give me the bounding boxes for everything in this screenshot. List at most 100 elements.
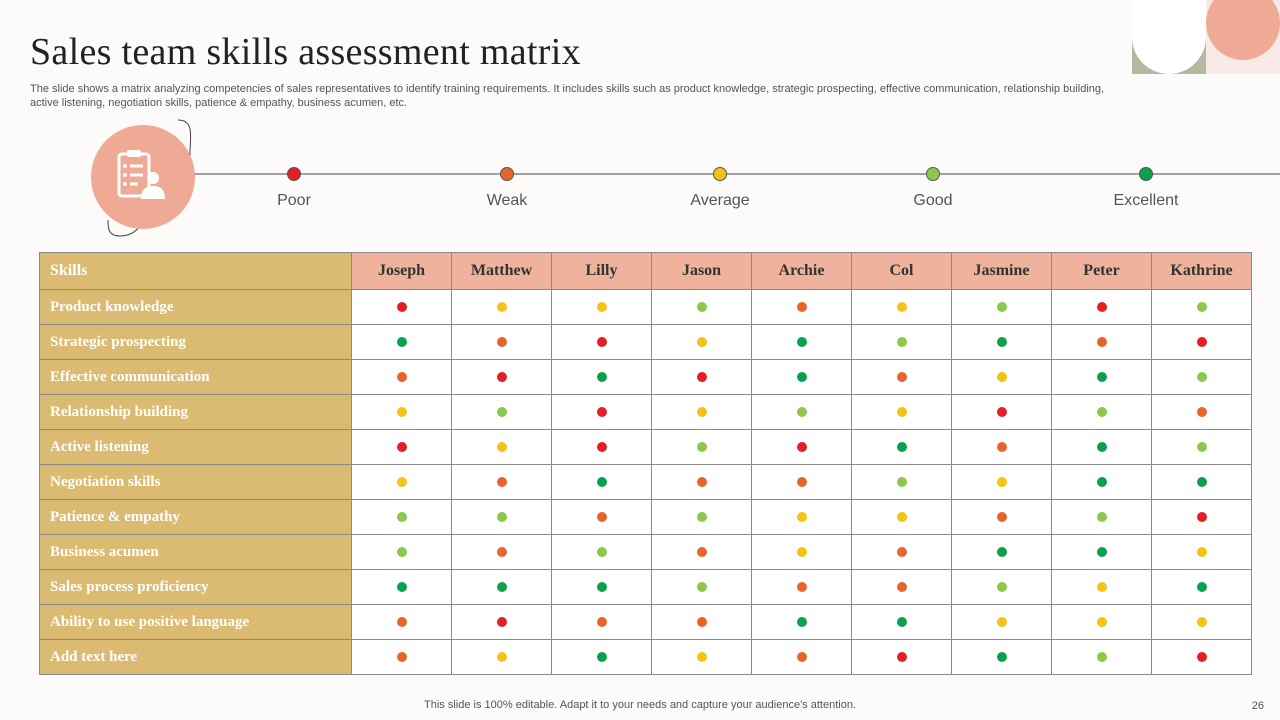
rating-cell [851, 534, 952, 570]
rating-cell [951, 394, 1052, 430]
table-row: Strategic prospecting [39, 324, 1252, 360]
rating-cell [651, 569, 752, 605]
rating-cell [651, 464, 752, 500]
rating-dot-average [996, 371, 1007, 382]
rating-cell [1051, 429, 1152, 465]
rating-cell [551, 429, 652, 465]
rating-cell [1151, 569, 1252, 605]
rating-dot-excellent [396, 581, 407, 592]
rating-dot-average [796, 511, 807, 522]
rating-dot-good [696, 511, 707, 522]
rating-dot-weak [696, 616, 707, 627]
rating-dot-poor [1196, 336, 1207, 347]
legend-marker-weak [500, 167, 514, 181]
rating-dot-excellent [596, 371, 607, 382]
rating-cell [851, 639, 952, 675]
corner-decoration [1132, 0, 1280, 74]
rating-dot-average [796, 546, 807, 557]
rating-dot-weak [396, 651, 407, 662]
clipboard-person-icon [91, 125, 195, 229]
person-header-archie: Archie [751, 252, 852, 290]
page-number: 26 [1251, 700, 1264, 712]
rating-cell [1151, 464, 1252, 500]
rating-cell [451, 639, 552, 675]
skill-label: Strategic prospecting [39, 324, 352, 360]
rating-cell [1151, 639, 1252, 675]
rating-dot-good [396, 546, 407, 557]
rating-cell [451, 569, 552, 605]
rating-cell [951, 569, 1052, 605]
rating-cell [1051, 324, 1152, 360]
rating-dot-average [696, 406, 707, 417]
rating-cell [551, 359, 652, 395]
rating-dot-good [696, 301, 707, 312]
rating-cell [751, 534, 852, 570]
rating-cell [351, 429, 452, 465]
rating-dot-weak [596, 616, 607, 627]
rating-cell [751, 604, 852, 640]
rating-cell [551, 604, 652, 640]
person-header-kathrine: Kathrine [1151, 252, 1252, 290]
table-row: Effective communication [39, 359, 1252, 395]
rating-cell [1051, 464, 1152, 500]
rating-dot-good [696, 441, 707, 452]
rating-cell [751, 569, 852, 605]
rating-dot-good [696, 581, 707, 592]
table-row: Ability to use positive language [39, 604, 1252, 640]
skill-label: Business acumen [39, 534, 352, 570]
rating-cell [1151, 429, 1252, 465]
rating-cell [351, 394, 452, 430]
rating-dot-average [496, 441, 507, 452]
rating-cell [651, 534, 752, 570]
rating-dot-average [496, 301, 507, 312]
rating-dot-excellent [1096, 476, 1107, 487]
rating-dot-good [596, 546, 607, 557]
rating-dot-poor [696, 371, 707, 382]
rating-cell [451, 429, 552, 465]
rating-dot-excellent [796, 616, 807, 627]
skill-label: Relationship building [39, 394, 352, 430]
rating-dot-average [596, 301, 607, 312]
rating-cell [351, 534, 452, 570]
rating-dot-average [996, 476, 1007, 487]
rating-cell [551, 569, 652, 605]
rating-cell [451, 289, 552, 325]
rating-dot-good [496, 511, 507, 522]
rating-dot-average [396, 406, 407, 417]
rating-dot-excellent [496, 581, 507, 592]
rating-dot-poor [796, 441, 807, 452]
rating-dot-excellent [1196, 476, 1207, 487]
rating-cell [1151, 534, 1252, 570]
person-header-peter: Peter [1051, 252, 1152, 290]
rating-cell [851, 604, 952, 640]
rating-cell [751, 429, 852, 465]
rating-cell [351, 639, 452, 675]
rating-dot-good [1196, 371, 1207, 382]
rating-cell [951, 604, 1052, 640]
rating-dot-poor [396, 301, 407, 312]
rating-cell [751, 394, 852, 430]
rating-cell [1151, 324, 1252, 360]
rating-cell [451, 464, 552, 500]
rating-cell [851, 289, 952, 325]
rating-cell [851, 464, 952, 500]
rating-cell [351, 499, 452, 535]
rating-cell [751, 499, 852, 535]
rating-dot-good [496, 406, 507, 417]
rating-cell [951, 464, 1052, 500]
rating-cell [951, 324, 1052, 360]
rating-dot-good [896, 336, 907, 347]
rating-cell [451, 604, 552, 640]
rating-cell [951, 499, 1052, 535]
person-header-jasmine: Jasmine [951, 252, 1052, 290]
rating-dot-poor [596, 406, 607, 417]
rating-cell [1151, 499, 1252, 535]
rating-dot-average [696, 651, 707, 662]
legend-marker-excellent [1139, 167, 1153, 181]
rating-cell [551, 464, 652, 500]
rating-dot-average [1096, 616, 1107, 627]
rating-cell [651, 429, 752, 465]
rating-dot-poor [396, 441, 407, 452]
rating-dot-excellent [596, 581, 607, 592]
rating-cell [551, 499, 652, 535]
